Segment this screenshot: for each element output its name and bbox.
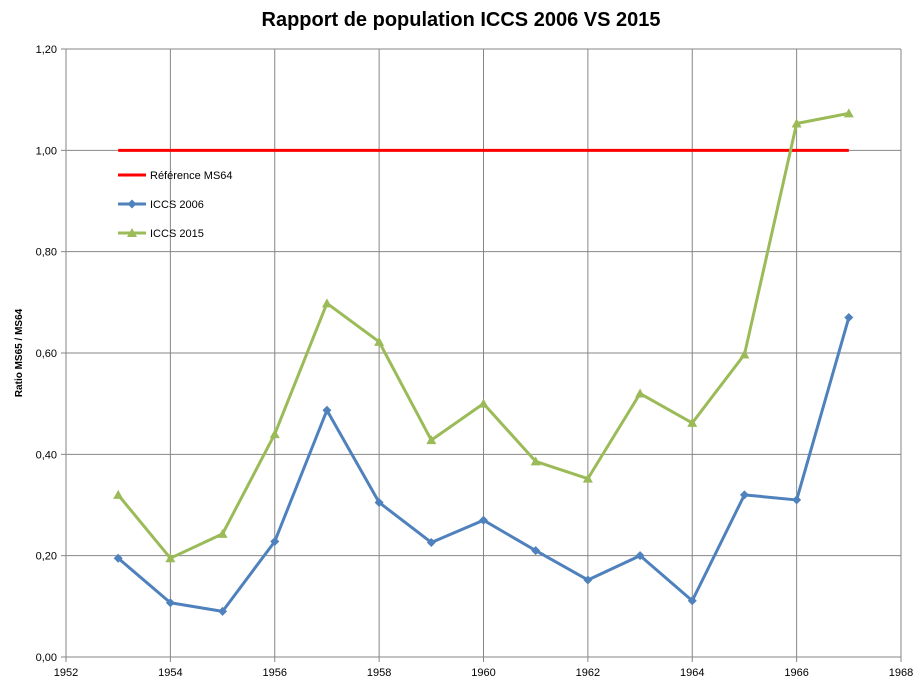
data-point — [792, 495, 802, 505]
data-point — [321, 298, 332, 308]
legend-label: ICCS 2015 — [150, 228, 204, 240]
legend-item-iccs-2006: ICCS 2006 — [118, 199, 204, 211]
x-tick-label: 1956 — [263, 667, 287, 679]
data-point — [426, 435, 437, 445]
chart-title: Rapport de population ICCS 2006 VS 2015 — [262, 9, 661, 31]
data-point — [531, 546, 541, 556]
data-point — [374, 497, 384, 507]
y-tick-label: 0,00 — [36, 652, 57, 664]
y-tick-label: 0,60 — [36, 348, 57, 360]
y-tick-label: 0,80 — [36, 247, 57, 259]
x-tick-label: 1968 — [889, 667, 913, 679]
data-point — [165, 598, 175, 608]
x-tick-label: 1954 — [158, 667, 182, 679]
data-point — [478, 398, 489, 408]
x-tick-label: 1952 — [54, 667, 78, 679]
data-point — [739, 490, 749, 500]
data-point — [530, 456, 541, 466]
data-point — [165, 553, 176, 563]
data-point — [217, 528, 228, 538]
grid — [65, 48, 902, 658]
x-tick-label: 1960 — [471, 667, 495, 679]
y-tick-label: 1,00 — [36, 145, 57, 157]
x-tick-label: 1958 — [367, 667, 391, 679]
data-point — [844, 313, 854, 323]
data-point — [218, 606, 228, 616]
series-iccs-2006 — [113, 313, 854, 616]
data-point — [687, 596, 697, 606]
data-point — [270, 536, 280, 546]
data-point — [113, 553, 123, 563]
y-axis-label: Ratio MS65 / MS64 — [14, 308, 25, 397]
data-point — [843, 108, 854, 118]
legend: Référence MS64 ICCS 2006 ICCS 2015 — [118, 170, 233, 240]
data-point — [322, 405, 332, 415]
x-tick-label: 1962 — [576, 667, 600, 679]
y-tick-label: 1,20 — [36, 44, 57, 56]
data-point — [113, 489, 124, 499]
data-point — [426, 537, 436, 547]
legend-label: Référence MS64 — [150, 170, 233, 182]
data-point — [635, 551, 645, 561]
data-point — [374, 336, 385, 346]
series-layer — [113, 108, 854, 616]
y-tick-label: 0,20 — [36, 551, 57, 563]
y-tick-label: 0,40 — [36, 449, 57, 461]
data-point — [635, 388, 646, 398]
data-point — [269, 429, 280, 439]
x-tick-label: 1964 — [680, 667, 704, 679]
data-point — [791, 118, 802, 128]
data-point — [582, 473, 593, 483]
data-point — [739, 349, 750, 359]
axes: 0,00 0,20 0,40 0,60 0,80 1,00 1,20 1952 1954 1956… — [36, 44, 914, 679]
series-iccs-2015 — [113, 108, 854, 563]
x-tick-label: 1966 — [784, 667, 808, 679]
legend-item-reference-ms64: Référence MS64 — [118, 170, 233, 182]
legend-marker — [127, 228, 137, 237]
legend-marker — [127, 199, 137, 209]
data-point — [479, 515, 488, 525]
data-point — [687, 417, 698, 427]
legend-label: ICCS 2006 — [150, 199, 204, 211]
data-point — [583, 575, 593, 585]
legend-item-iccs-2015: ICCS 2015 — [118, 228, 204, 240]
